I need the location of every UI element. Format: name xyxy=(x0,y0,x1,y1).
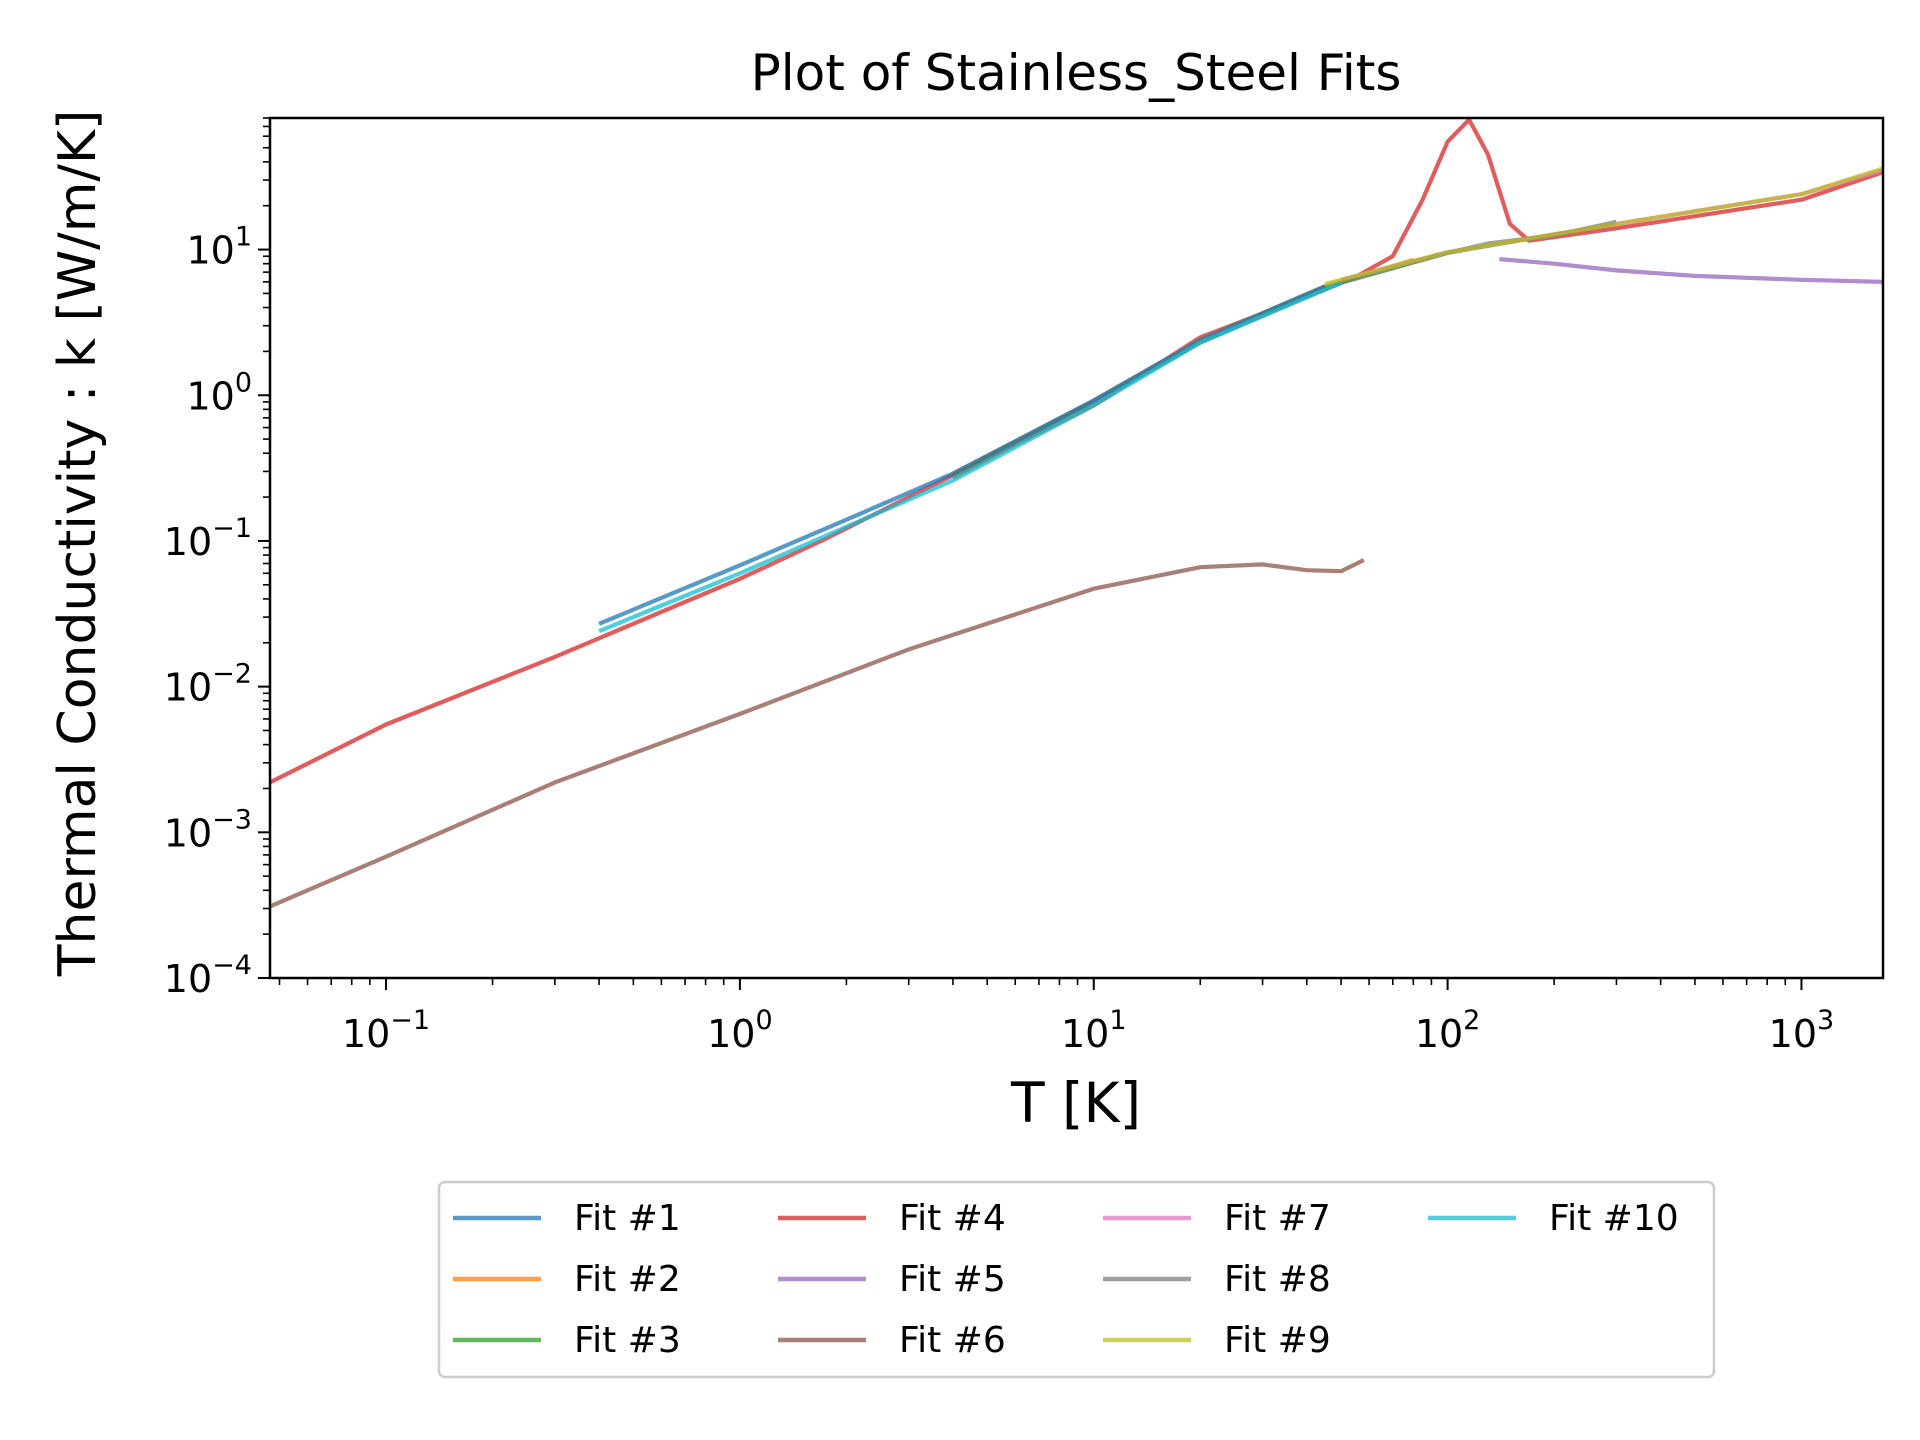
tick-layer: 10−1 100 101 102 103 10−4 10−3 10−2 10−1 100 101 xyxy=(164,117,1835,1056)
series-line-5 xyxy=(1499,257,1883,284)
legend-entry-label: Fit #9 xyxy=(1224,1320,1331,1361)
legend-entry-label: Fit #5 xyxy=(899,1259,1006,1300)
y-tick-label: 100 xyxy=(187,367,253,418)
series-layer xyxy=(270,118,1883,909)
y-tick-label: 10−4 xyxy=(164,950,252,1001)
x-tick-label: 102 xyxy=(1415,1005,1481,1056)
y-tick-label: 10−3 xyxy=(164,804,252,855)
legend-entry-label: Fit #8 xyxy=(1224,1259,1331,1300)
x-tick-label: 101 xyxy=(1061,1005,1127,1056)
y-tick-label: 101 xyxy=(187,222,253,273)
legend-entry-label: Fit #2 xyxy=(574,1259,681,1300)
x-tick-label: 103 xyxy=(1769,1005,1835,1056)
x-tick-label: 100 xyxy=(707,1005,773,1056)
y-tick-label: 10−2 xyxy=(164,659,252,710)
legend: Fit #1 Fit #2 Fit #3 Fit #4 Fit #5 Fit #6 Fit … xyxy=(437,1180,1716,1379)
legend-entry-label: Fit #3 xyxy=(574,1320,681,1361)
legend-entry-label: Fit #10 xyxy=(1549,1198,1679,1239)
y-tick-label: 10−1 xyxy=(164,513,252,564)
legend-entry-label: Fit #1 xyxy=(574,1198,681,1239)
series-line-1 xyxy=(598,284,1326,626)
x-axis-label: T [K] xyxy=(1010,1071,1141,1135)
legend-entry-label: Fit #4 xyxy=(899,1198,1006,1239)
series-line-9 xyxy=(1324,166,1883,287)
series-line-6 xyxy=(270,558,1365,909)
plot-frame xyxy=(268,116,1885,980)
y-axis-label: Thermal Conductivity : k [W/m/K] xyxy=(48,110,108,978)
x-tick-label: 10−1 xyxy=(342,1005,430,1056)
series-line-10 xyxy=(598,281,1342,634)
legend-entry-label: Fit #7 xyxy=(1224,1198,1331,1239)
legend-entry-label: Fit #6 xyxy=(899,1320,1006,1361)
legend-box xyxy=(437,1180,1716,1379)
chart-title: Plot of Stainless_Steel Fits xyxy=(751,44,1402,102)
